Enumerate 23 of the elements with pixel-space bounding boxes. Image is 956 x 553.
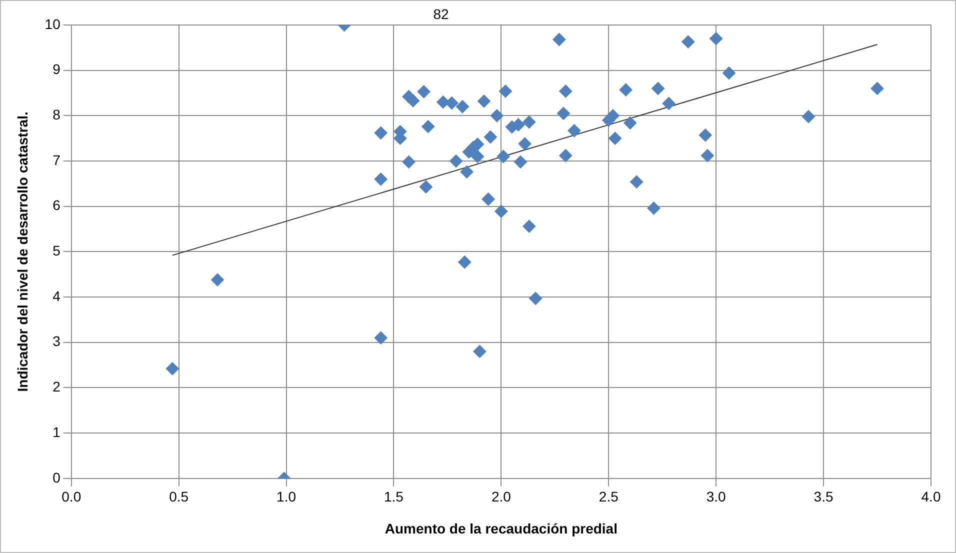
x-tick-label: 1.5 (384, 488, 404, 505)
y-tick-label: 6 (52, 197, 61, 214)
x-tick-label: 2.0 (491, 488, 512, 505)
x-tick-label: 4.0 (921, 488, 941, 505)
text: 82 (433, 6, 450, 22)
x-tick-label: 2.5 (598, 488, 619, 505)
y-tick-label: 8 (52, 106, 61, 123)
x-tick-label: 1.0 (276, 488, 296, 505)
y-tick-label: 10 (44, 16, 61, 32)
y-tick-label: 7 (52, 152, 61, 168)
x-tick-label: 0.5 (169, 488, 189, 505)
y-tick-label: 0 (52, 469, 61, 486)
y-tick-label: 1 (52, 424, 61, 440)
x-tick-label: 3.5 (814, 488, 834, 505)
y-tick-label: 4 (52, 288, 61, 304)
y-tick-label: 3 (52, 333, 61, 350)
y-tick-label: 9 (52, 61, 61, 78)
x-tick-label: 3.0 (706, 488, 726, 505)
x-tick-label: 0.0 (62, 488, 82, 505)
y-axis-title: Indicador del nivel de desarrollo catastral. (14, 112, 30, 392)
x-axis-title: Aumento de la recaudación predial (384, 520, 618, 536)
y-tick-label: 2 (52, 378, 61, 395)
y-tick-label: 5 (52, 242, 61, 259)
